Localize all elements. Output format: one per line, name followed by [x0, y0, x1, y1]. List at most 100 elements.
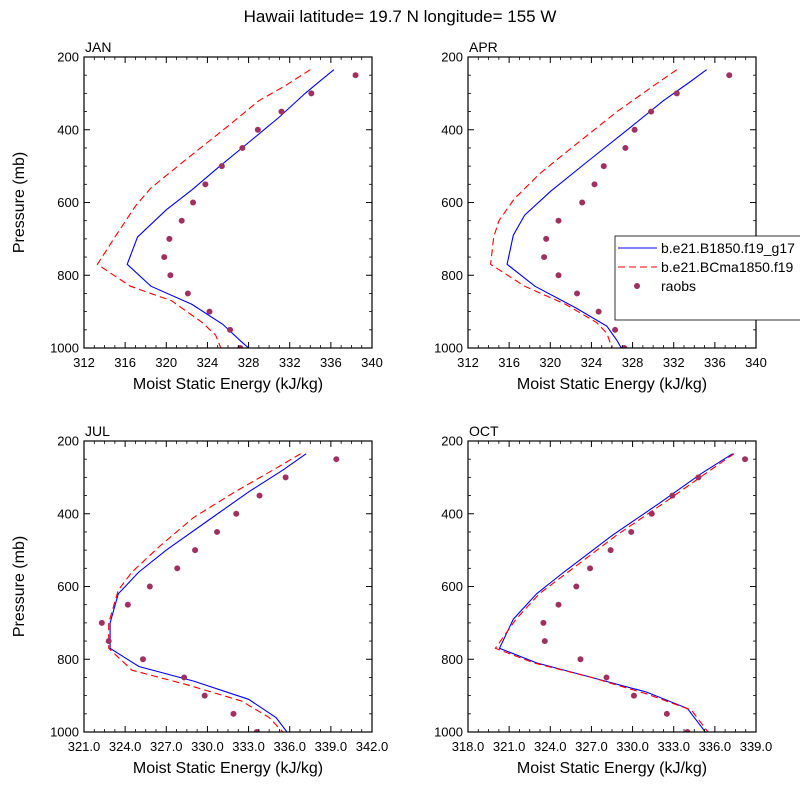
- series-line-bcma1850-jul: [108, 453, 301, 732]
- raobs-point-jan-8: [178, 217, 185, 224]
- x-tick-label: 324: [581, 355, 603, 370]
- raobs-point-jul-0: [333, 456, 340, 463]
- raobs-point-jan-6: [202, 181, 209, 188]
- raobs-point-jan-7: [190, 199, 197, 206]
- raobs-point-apr-6: [591, 181, 598, 188]
- raobs-point-apr-3: [631, 126, 638, 133]
- raobs-point-jul-12: [181, 674, 188, 681]
- raobs-point-apr-15: [621, 345, 628, 348]
- x-tick-label: 327.0: [575, 739, 608, 754]
- raobs-point-oct-10: [541, 638, 548, 645]
- raobs-point-oct-14: [663, 710, 670, 717]
- x-tick-label: 312: [73, 355, 95, 370]
- raobs-point-jan-9: [166, 235, 173, 242]
- panel-oct: 318.0 321.0 324.0 327.0 330.0 333.0 336.0 339.0…: [434, 423, 772, 777]
- y-tick-label: 800: [441, 268, 463, 283]
- raobs-point-oct-6: [587, 565, 594, 572]
- x-axis-title: Moist Static Energy (kJ/kg): [133, 760, 323, 777]
- series-line-b1850-oct: [498, 453, 733, 732]
- raobs-point-jul-7: [146, 583, 153, 590]
- raobs-point-jul-2: [256, 492, 263, 499]
- y-axis-title: Pressure (mb): [11, 152, 28, 253]
- y-tick-label: 800: [57, 652, 79, 667]
- raobs-point-oct-3: [648, 510, 655, 517]
- legend-entry-label: raobs: [661, 278, 696, 294]
- legend-entry-label: b.e21.B1850.f19_g17: [661, 240, 795, 256]
- y-tick-label: 1000: [434, 725, 463, 740]
- series-line-b1850-jan: [126, 69, 335, 348]
- raobs-point-oct-2: [669, 492, 676, 499]
- panel-jan: 312 316 320 324 328 332 336 340 200 400 600 800 1000…: [11, 39, 383, 393]
- y-tick-label: 600: [57, 195, 79, 210]
- series-line-b1850-jul: [109, 453, 307, 732]
- x-tick-label: 321.0: [68, 739, 101, 754]
- raobs-point-jul-1: [282, 474, 289, 481]
- x-tick-label: 328: [622, 355, 644, 370]
- x-tick-label: 316: [498, 355, 520, 370]
- x-tick-label: 332: [663, 355, 685, 370]
- raobs-point-jan-5: [218, 163, 225, 170]
- x-tick-label: 340: [361, 355, 383, 370]
- raobs-point-jul-10: [105, 638, 112, 645]
- raobs-point-oct-13: [630, 692, 637, 699]
- raobs-point-apr-11: [555, 272, 562, 279]
- raobs-point-oct-15: [684, 729, 691, 732]
- y-tick-label: 600: [441, 579, 463, 594]
- raobs-point-oct-12: [603, 674, 610, 681]
- x-tick-label: 336.0: [699, 739, 732, 754]
- y-tick-label: 400: [57, 122, 79, 137]
- raobs-point-jul-11: [139, 656, 146, 663]
- raobs-point-apr-5: [600, 163, 607, 170]
- raobs-point-jan-0: [352, 72, 359, 79]
- raobs-point-jul-8: [124, 601, 131, 608]
- x-tick-label: 324.0: [109, 739, 142, 754]
- x-tick-label: 324: [197, 355, 219, 370]
- raobs-point-oct-7: [573, 583, 580, 590]
- plot-frame-jul: [83, 440, 373, 733]
- y-tick-label: 200: [441, 434, 463, 449]
- x-tick-label: 320: [155, 355, 177, 370]
- series-line-bcma1850-jan: [96, 69, 311, 348]
- y-tick-label: 1000: [434, 341, 463, 356]
- legend: b.e21.B1850.f19_g17 b.e21.BCma1850.f19 rao…: [614, 235, 800, 321]
- raobs-point-jan-4: [239, 144, 246, 151]
- y-axis-title: Pressure (mb): [11, 536, 28, 637]
- panel-label: JAN: [85, 39, 111, 55]
- x-tick-label: 340: [745, 355, 767, 370]
- x-tick-label: 339.0: [740, 739, 773, 754]
- y-tick-label: 400: [57, 506, 79, 521]
- panel-label: APR: [469, 39, 498, 55]
- y-tick-label: 600: [441, 195, 463, 210]
- x-tick-label: 328: [238, 355, 260, 370]
- x-tick-label: 336.0: [273, 739, 306, 754]
- raobs-point-jul-15: [253, 729, 260, 732]
- legend-entry-label: b.e21.BCma1850.f19: [661, 259, 794, 275]
- x-tick-label: 312: [457, 355, 479, 370]
- x-axis-title: Moist Static Energy (kJ/kg): [517, 376, 707, 393]
- raobs-point-apr-2: [648, 108, 655, 115]
- raobs-point-apr-4: [622, 144, 629, 151]
- raobs-point-oct-11: [577, 656, 584, 663]
- y-tick-label: 200: [57, 50, 79, 65]
- raobs-point-apr-10: [541, 254, 548, 261]
- y-tick-label: 400: [441, 506, 463, 521]
- x-tick-label: 336: [704, 355, 726, 370]
- raobs-point-oct-8: [555, 601, 562, 608]
- x-tick-label: 333.0: [232, 739, 265, 754]
- x-tick-label: 327.0: [150, 739, 183, 754]
- raobs-point-apr-1: [673, 90, 680, 97]
- raobs-point-oct-5: [607, 547, 614, 554]
- raobs-point-jul-13: [201, 692, 208, 699]
- y-tick-label: 1000: [50, 725, 79, 740]
- raobs-point-oct-4: [628, 528, 635, 535]
- raobs-point-jan-12: [184, 290, 191, 297]
- y-tick-label: 400: [441, 122, 463, 137]
- raobs-point-jan-15: [237, 345, 244, 348]
- raobs-point-jul-14: [230, 710, 237, 717]
- raobs-point-jan-3: [254, 126, 261, 133]
- x-tick-label: 318.0: [452, 739, 485, 754]
- x-tick-label: 316: [114, 355, 136, 370]
- x-axis-title: Moist Static Energy (kJ/kg): [517, 760, 707, 777]
- raobs-point-jul-5: [192, 547, 199, 554]
- x-tick-label: 321.0: [493, 739, 526, 754]
